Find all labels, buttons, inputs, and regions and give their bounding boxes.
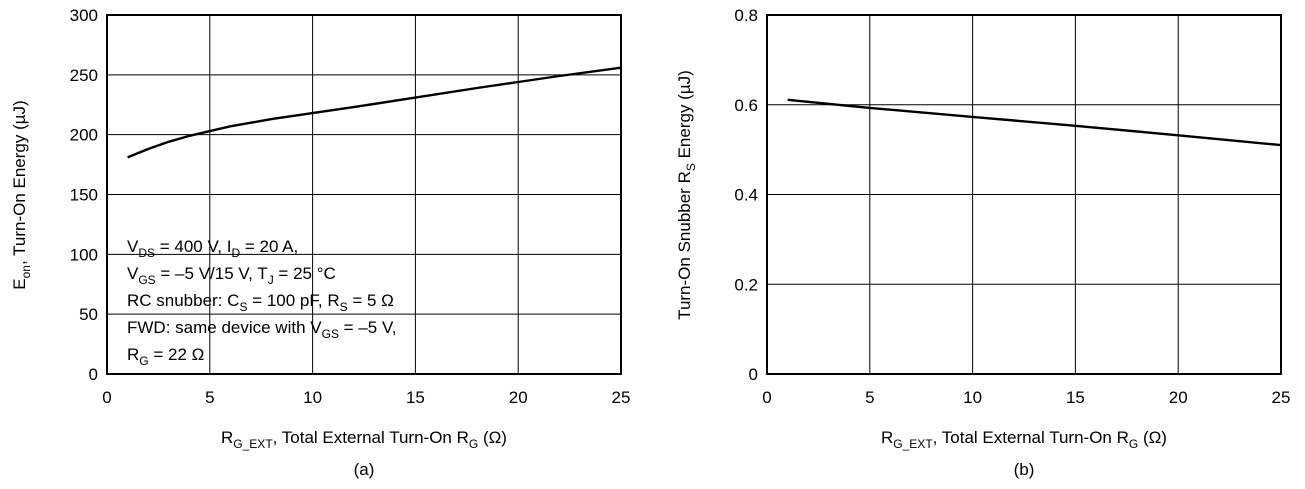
chart-b-x-axis-label: RG_EXT, Total External Turn-On RG (Ω)	[881, 428, 1167, 451]
x-tick-label: 15	[406, 388, 425, 407]
x-tick-label: 5	[205, 388, 214, 407]
y-tick-label: 0	[89, 365, 98, 384]
chart-a-xticks: 0 5 10 15 20 25	[102, 388, 630, 407]
y-tick-label: 0.6	[734, 96, 758, 115]
annotation-line-3: RC snubber: CS = 100 pF, RS = 5 Ω	[127, 291, 394, 314]
y-tick-label: 200	[70, 126, 98, 145]
x-tick-label: 20	[509, 388, 528, 407]
chart-b-y-axis-label: Turn-On Snubber RS Energy (µJ)	[675, 70, 698, 320]
chart-b-grid	[766, 14, 1282, 375]
x-tick-label: 0	[762, 388, 771, 407]
chart-a-annotation: VDS = 400 V, ID = 20 A, VGS = –5 V/15 V,…	[127, 237, 396, 368]
chart-a-x-axis-label: RG_EXT, Total External Turn-On RG (Ω)	[221, 428, 507, 451]
y-tick-label: 300	[70, 6, 98, 25]
chart-a-caption: (a)	[354, 460, 375, 479]
chart-b-series-line	[787, 98, 1282, 147]
annotation-line-5: RG = 22 Ω	[127, 345, 204, 368]
y-tick-label: 0.8	[734, 6, 758, 25]
x-tick-label: 25	[612, 388, 631, 407]
chart-b-caption: (b)	[1014, 460, 1035, 479]
x-tick-label: 15	[1066, 388, 1085, 407]
x-tick-label: 5	[865, 388, 874, 407]
chart-a-plot-frame	[106, 14, 622, 375]
chart-a: 0 5 10 15 20 25 0 50 100 150 200 250 300 VDS = 400 …	[10, 6, 630, 479]
y-tick-label: 0.4	[734, 186, 758, 205]
y-tick-label: 250	[70, 66, 98, 85]
chart-b-plot-frame	[766, 14, 1282, 375]
y-tick-label: 0	[749, 365, 758, 384]
x-tick-label: 10	[963, 388, 982, 407]
chart-a-series-line	[127, 66, 622, 159]
x-tick-label: 20	[1169, 388, 1188, 407]
chart-b-yticks: 0 0.2 0.4 0.6 0.8	[734, 6, 758, 384]
annotation-line-4: FWD: same device with VGS = –5 V,	[127, 318, 396, 341]
chart-a-y-axis-label: Eon, Turn-On Energy (µJ)	[10, 100, 33, 289]
annotation-line-1: VDS = 400 V, ID = 20 A,	[127, 237, 298, 260]
chart-b-xticks: 0 5 10 15 20 25	[762, 388, 1290, 407]
annotation-line-2: VGS = –5 V/15 V, TJ = 25 °C	[127, 264, 336, 287]
y-tick-label: 100	[70, 245, 98, 264]
x-tick-label: 10	[303, 388, 322, 407]
chart-b: 0 5 10 15 20 25 0 0.2 0.4 0.6 0.8 RG_EXT, Total E…	[675, 6, 1290, 479]
y-tick-label: 50	[79, 305, 98, 324]
x-tick-label: 25	[1272, 388, 1291, 407]
x-tick-label: 0	[102, 388, 111, 407]
y-tick-label: 0.2	[734, 275, 758, 294]
y-tick-label: 150	[70, 186, 98, 205]
chart-a-yticks: 0 50 100 150 200 250 300	[70, 6, 98, 384]
